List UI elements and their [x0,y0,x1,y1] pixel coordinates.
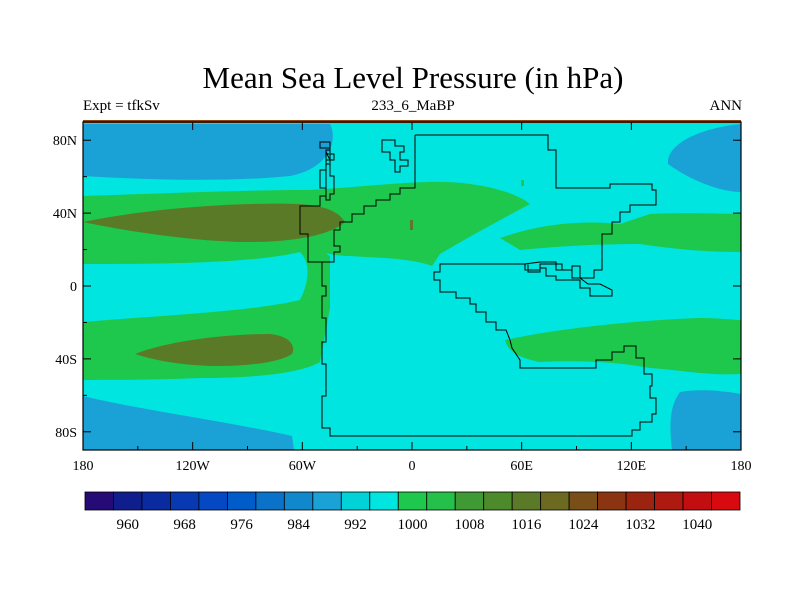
x-tick-label: 60E [510,459,533,474]
northern-island [381,139,409,173]
inland-green-spot [521,180,524,186]
north-atlantic-high [83,203,345,242]
colorbar-label: 1032 [625,517,655,533]
colorbar-swatch [226,491,257,511]
colorbar-label: 960 [116,517,139,533]
inner-coast [322,135,416,263]
colorbar-label: 1000 [398,517,428,533]
x-tick-label: 120W [176,459,211,474]
east-subtropical-high [500,213,741,252]
colorbar-swatch [198,491,228,511]
season-label: ANN [709,98,743,114]
colorbar-label: 1040 [682,517,712,533]
northern-peninsula [325,151,335,201]
colorbar-swatch [255,491,285,511]
x-tick-label: 180 [731,459,752,474]
map-frame: 180 120W 60W 0 60E 120E 180 80N 40N 0 40S 80S [53,120,752,474]
colorbar-swatch [682,491,712,511]
colorbar-swatch [141,491,171,511]
colorbar-label: 1008 [454,517,484,533]
colorbar-label: 1024 [568,517,599,533]
map-field [83,122,741,450]
y-tick-label: 40S [55,353,77,368]
colorbar-swatch [483,491,513,511]
arctic-low-east [667,124,741,192]
y-tick-label: 80S [55,426,77,441]
colorbar-label: 976 [230,517,253,533]
colorbar-swatch [454,491,485,511]
colorbar-swatch [568,491,599,511]
colorbar-swatch [283,491,314,511]
y-tick-label: 40N [53,207,77,222]
colorbar-swatch [711,491,741,511]
colorbar-swatch [340,491,371,511]
arctic-low-west [83,124,333,180]
inland-high-spot [410,220,413,230]
main-continent-coast [299,134,657,437]
south-pacific-high [135,334,294,366]
colorbar-swatch [84,491,114,511]
colorbar-swatch [312,491,342,511]
map-title: Mean Sea Level Pressure (in hPa) [202,60,624,95]
y-tick-label: 0 [70,280,77,295]
y-tick-label: 80N [53,134,77,149]
colorbar-label: 968 [173,517,196,533]
southern-ocean-high [505,318,741,375]
colorbar-swatch [170,491,200,511]
colorbar-swatch [397,491,428,511]
southern-low-west [83,396,294,450]
colorbar-swatch [540,491,570,511]
colorbar-label: 984 [287,517,310,533]
coastlines [299,134,657,437]
x-tick-label: 0 [409,459,416,474]
colorbar: 960 968 976 984 992 1000 1008 1016 1024 1032 1040 [84,491,741,533]
colorbar-label: 992 [344,517,367,533]
southern-low-east [670,390,741,450]
x-tick-label: 120E [617,459,647,474]
colorbar-swatch [625,491,655,511]
colorbar-label: 1016 [511,517,542,533]
x-tick-label: 180 [73,459,94,474]
colorbar-swatch [654,491,684,511]
colorbar-swatch [597,491,627,511]
colorbar-swatch [426,491,456,511]
x-tick-label: 60W [289,459,317,474]
colorbar-swatch [369,491,399,511]
experiment-label: Expt = tfkSv [83,98,160,114]
colorbar-swatch [113,491,143,511]
period-label: 233_6_MaBP [371,98,455,114]
colorbar-swatch [511,491,542,511]
